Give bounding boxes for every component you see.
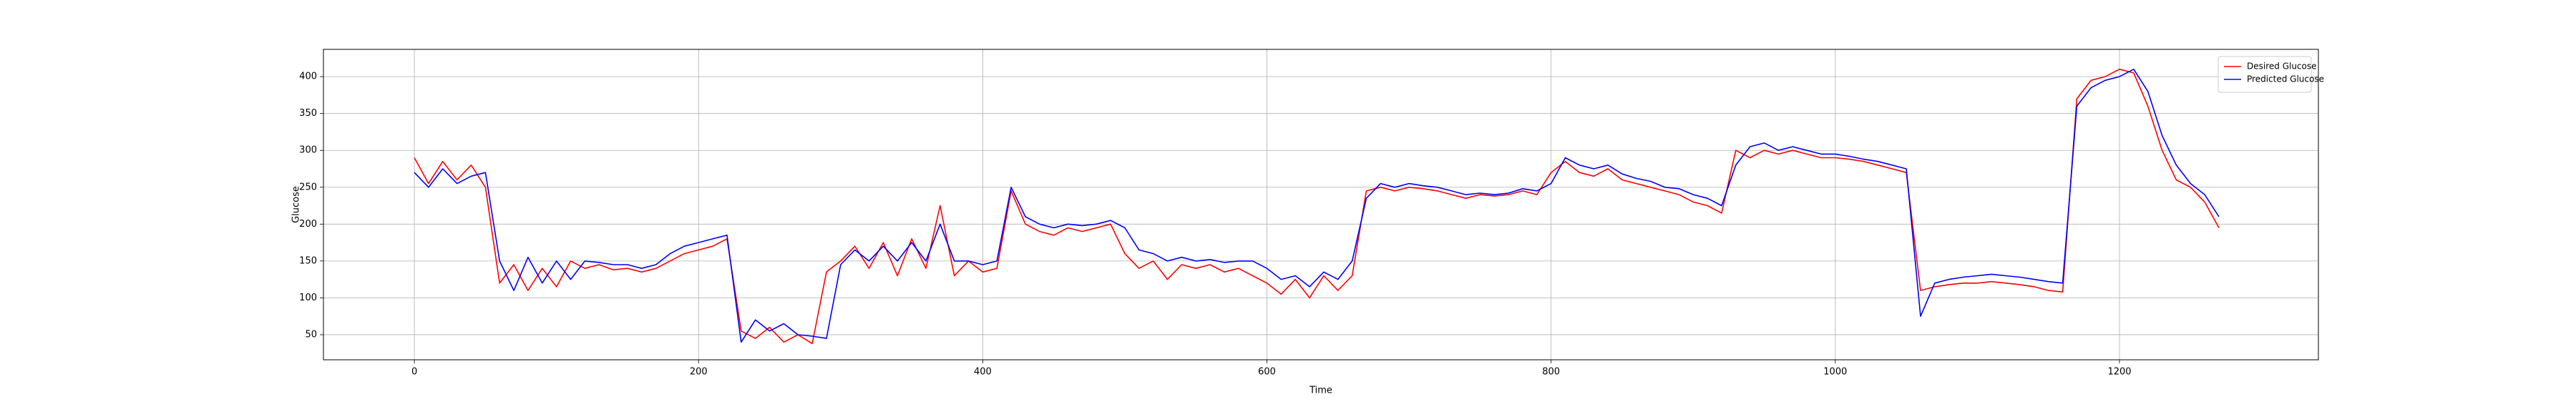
legend-label: Desired Glucose [2247, 62, 2317, 72]
x-tick-label: 200 [690, 367, 708, 378]
series-line [414, 69, 2220, 345]
x-tick-label: 0 [411, 367, 417, 378]
y-axis-label: Glucose [291, 186, 302, 223]
y-tick-label: 150 [299, 255, 317, 266]
y-tick-label: 400 [299, 72, 317, 82]
series-line [414, 69, 2220, 343]
legend-label: Predicted Glucose [2247, 74, 2324, 84]
x-tick-label: 1200 [2107, 367, 2131, 378]
legend-box [2218, 56, 2312, 93]
x-tick-label: 600 [1258, 367, 1276, 378]
x-axis-label: Time [1309, 386, 1332, 396]
plot-frame [323, 49, 2319, 360]
y-tick-label: 100 [299, 293, 317, 303]
y-tick-label: 300 [299, 145, 317, 156]
x-tick-label: 800 [1542, 367, 1560, 378]
y-tick-label: 350 [299, 108, 317, 119]
y-tick-label: 200 [299, 219, 317, 230]
y-tick-label: 50 [305, 329, 317, 340]
x-tick-label: 1000 [1823, 367, 1847, 378]
x-tick-label: 400 [974, 367, 992, 378]
y-tick-label: 250 [299, 182, 317, 192]
